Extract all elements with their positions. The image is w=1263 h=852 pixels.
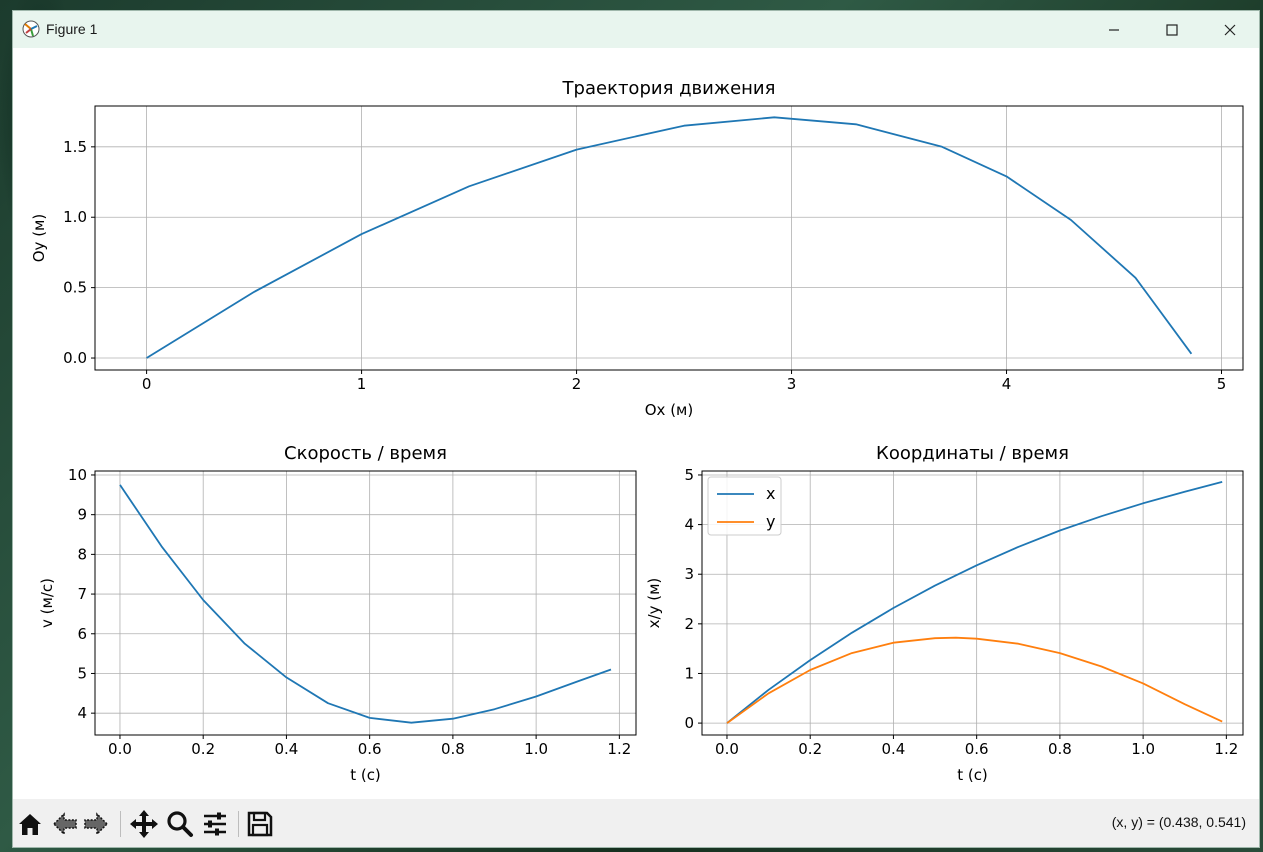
cursor-coordinates: (x, y) = (0.438, 0.541) xyxy=(1111,814,1246,830)
x-tick-label: 0.6 xyxy=(358,740,382,758)
y-tick-label: 10 xyxy=(68,466,87,484)
figure-svg: 0 1 2 3 4 5 0.0 0.5 1.0 1.5 Траектория движения Ox … xyxy=(30,78,1244,784)
save-button[interactable] xyxy=(243,807,277,841)
matplotlib-icon xyxy=(22,20,40,38)
y-tick-label: 7 xyxy=(77,585,87,603)
configure-subplots-button[interactable] xyxy=(198,807,232,841)
x-tick-label: 0.4 xyxy=(882,740,906,758)
forward-button[interactable] xyxy=(79,807,113,841)
y-axis-label: v (м/с) xyxy=(38,578,56,628)
y-tick-label: 6 xyxy=(77,625,87,643)
home-button[interactable] xyxy=(13,807,47,841)
pan-button[interactable] xyxy=(127,807,161,841)
y-tick-label: 4 xyxy=(684,516,694,534)
series-line-y xyxy=(726,636,1223,724)
x-tick-label: 4 xyxy=(1002,375,1012,393)
zoom-icon xyxy=(167,811,193,837)
toolbar-separator xyxy=(238,811,239,837)
y-tick-label: 5 xyxy=(684,466,694,484)
forward-arrow-icon xyxy=(84,812,109,836)
figure-canvas[interactable]: 0 1 2 3 4 5 0.0 0.5 1.0 1.5 Траектория движения Ox … xyxy=(13,48,1259,799)
x-axis-label: Ox (м) xyxy=(645,401,693,419)
x-tick-label: 0.0 xyxy=(715,740,739,758)
legend-box xyxy=(707,476,782,536)
x-tick-label: 3 xyxy=(787,375,797,393)
y-tick-label: 1.0 xyxy=(63,208,87,226)
y-tick-label: 1.5 xyxy=(63,138,87,156)
title-bar[interactable]: Figure 1 xyxy=(13,11,1259,48)
maximize-icon xyxy=(1166,23,1178,36)
y-tick-label: 8 xyxy=(77,545,87,563)
x-tick-label: 1.0 xyxy=(1131,740,1155,758)
y-tick-label: 0 xyxy=(684,714,694,732)
y-tick-label: 2 xyxy=(684,615,694,633)
legend-label-y: y xyxy=(766,512,775,531)
y-axis-label: Oy (м) xyxy=(30,214,48,262)
back-arrow-icon xyxy=(52,812,77,836)
axes-frame xyxy=(94,470,637,736)
x-tick-label: 0.0 xyxy=(108,740,132,758)
x-tick-label: 0 xyxy=(142,375,152,393)
x-axis-label: t (с) xyxy=(350,766,381,784)
series-line-1 xyxy=(146,116,1193,359)
y-tick-label: 3 xyxy=(684,565,694,583)
y-tick-label: 9 xyxy=(77,506,87,524)
back-button[interactable] xyxy=(48,807,82,841)
series-line-x xyxy=(726,481,1223,724)
maximize-button[interactable] xyxy=(1143,11,1201,48)
y-tick-label: 4 xyxy=(77,704,87,722)
x-axis-label: t (с) xyxy=(957,766,988,784)
y-axis-label: x/y (м) xyxy=(645,578,663,629)
x-tick-label: 0.4 xyxy=(275,740,299,758)
home-icon xyxy=(19,814,41,835)
toolbar-separator xyxy=(120,811,121,837)
x-tick-label: 1.0 xyxy=(524,740,548,758)
axes-frame xyxy=(701,470,1244,736)
zoom-button[interactable] xyxy=(163,807,197,841)
y-tick-label: 5 xyxy=(77,664,87,682)
pan-icon xyxy=(130,810,158,838)
axes-title: Координаты / время xyxy=(876,443,1069,464)
series-line-1 xyxy=(119,484,612,724)
x-tick-label: 2 xyxy=(572,375,582,393)
x-tick-label: 0.8 xyxy=(441,740,465,758)
configure-subplots-icon xyxy=(204,812,226,836)
y-tick-label: 0.5 xyxy=(63,279,87,297)
navigation-toolbar: (x, y) = (0.438, 0.541) xyxy=(13,799,1259,847)
window-title: Figure 1 xyxy=(46,21,98,37)
axes-title: Траектория движения xyxy=(562,78,776,99)
x-tick-label: 0.2 xyxy=(798,740,822,758)
figure-window: Figure 1 0 1 2 3 4 5 0.0 0.5 1.0 1.5 Траектория дв… xyxy=(12,10,1260,848)
x-tick-label: 1.2 xyxy=(1214,740,1238,758)
y-tick-label: 0.0 xyxy=(63,349,87,367)
axes-frame xyxy=(94,105,1244,371)
legend-label-x: x xyxy=(766,484,775,503)
y-tick-label: 1 xyxy=(684,664,694,682)
x-tick-label: 5 xyxy=(1217,375,1227,393)
x-tick-label: 0.2 xyxy=(191,740,215,758)
minimize-icon xyxy=(1109,28,1119,31)
x-tick-label: 0.6 xyxy=(965,740,989,758)
save-icon xyxy=(247,811,273,837)
minimize-button[interactable] xyxy=(1085,11,1143,48)
x-tick-label: 1 xyxy=(357,375,367,393)
x-tick-label: 1.2 xyxy=(607,740,631,758)
close-button[interactable] xyxy=(1201,11,1259,48)
close-icon xyxy=(1224,24,1236,35)
x-tick-label: 0.8 xyxy=(1048,740,1072,758)
axes-title: Скорость / время xyxy=(284,443,447,464)
